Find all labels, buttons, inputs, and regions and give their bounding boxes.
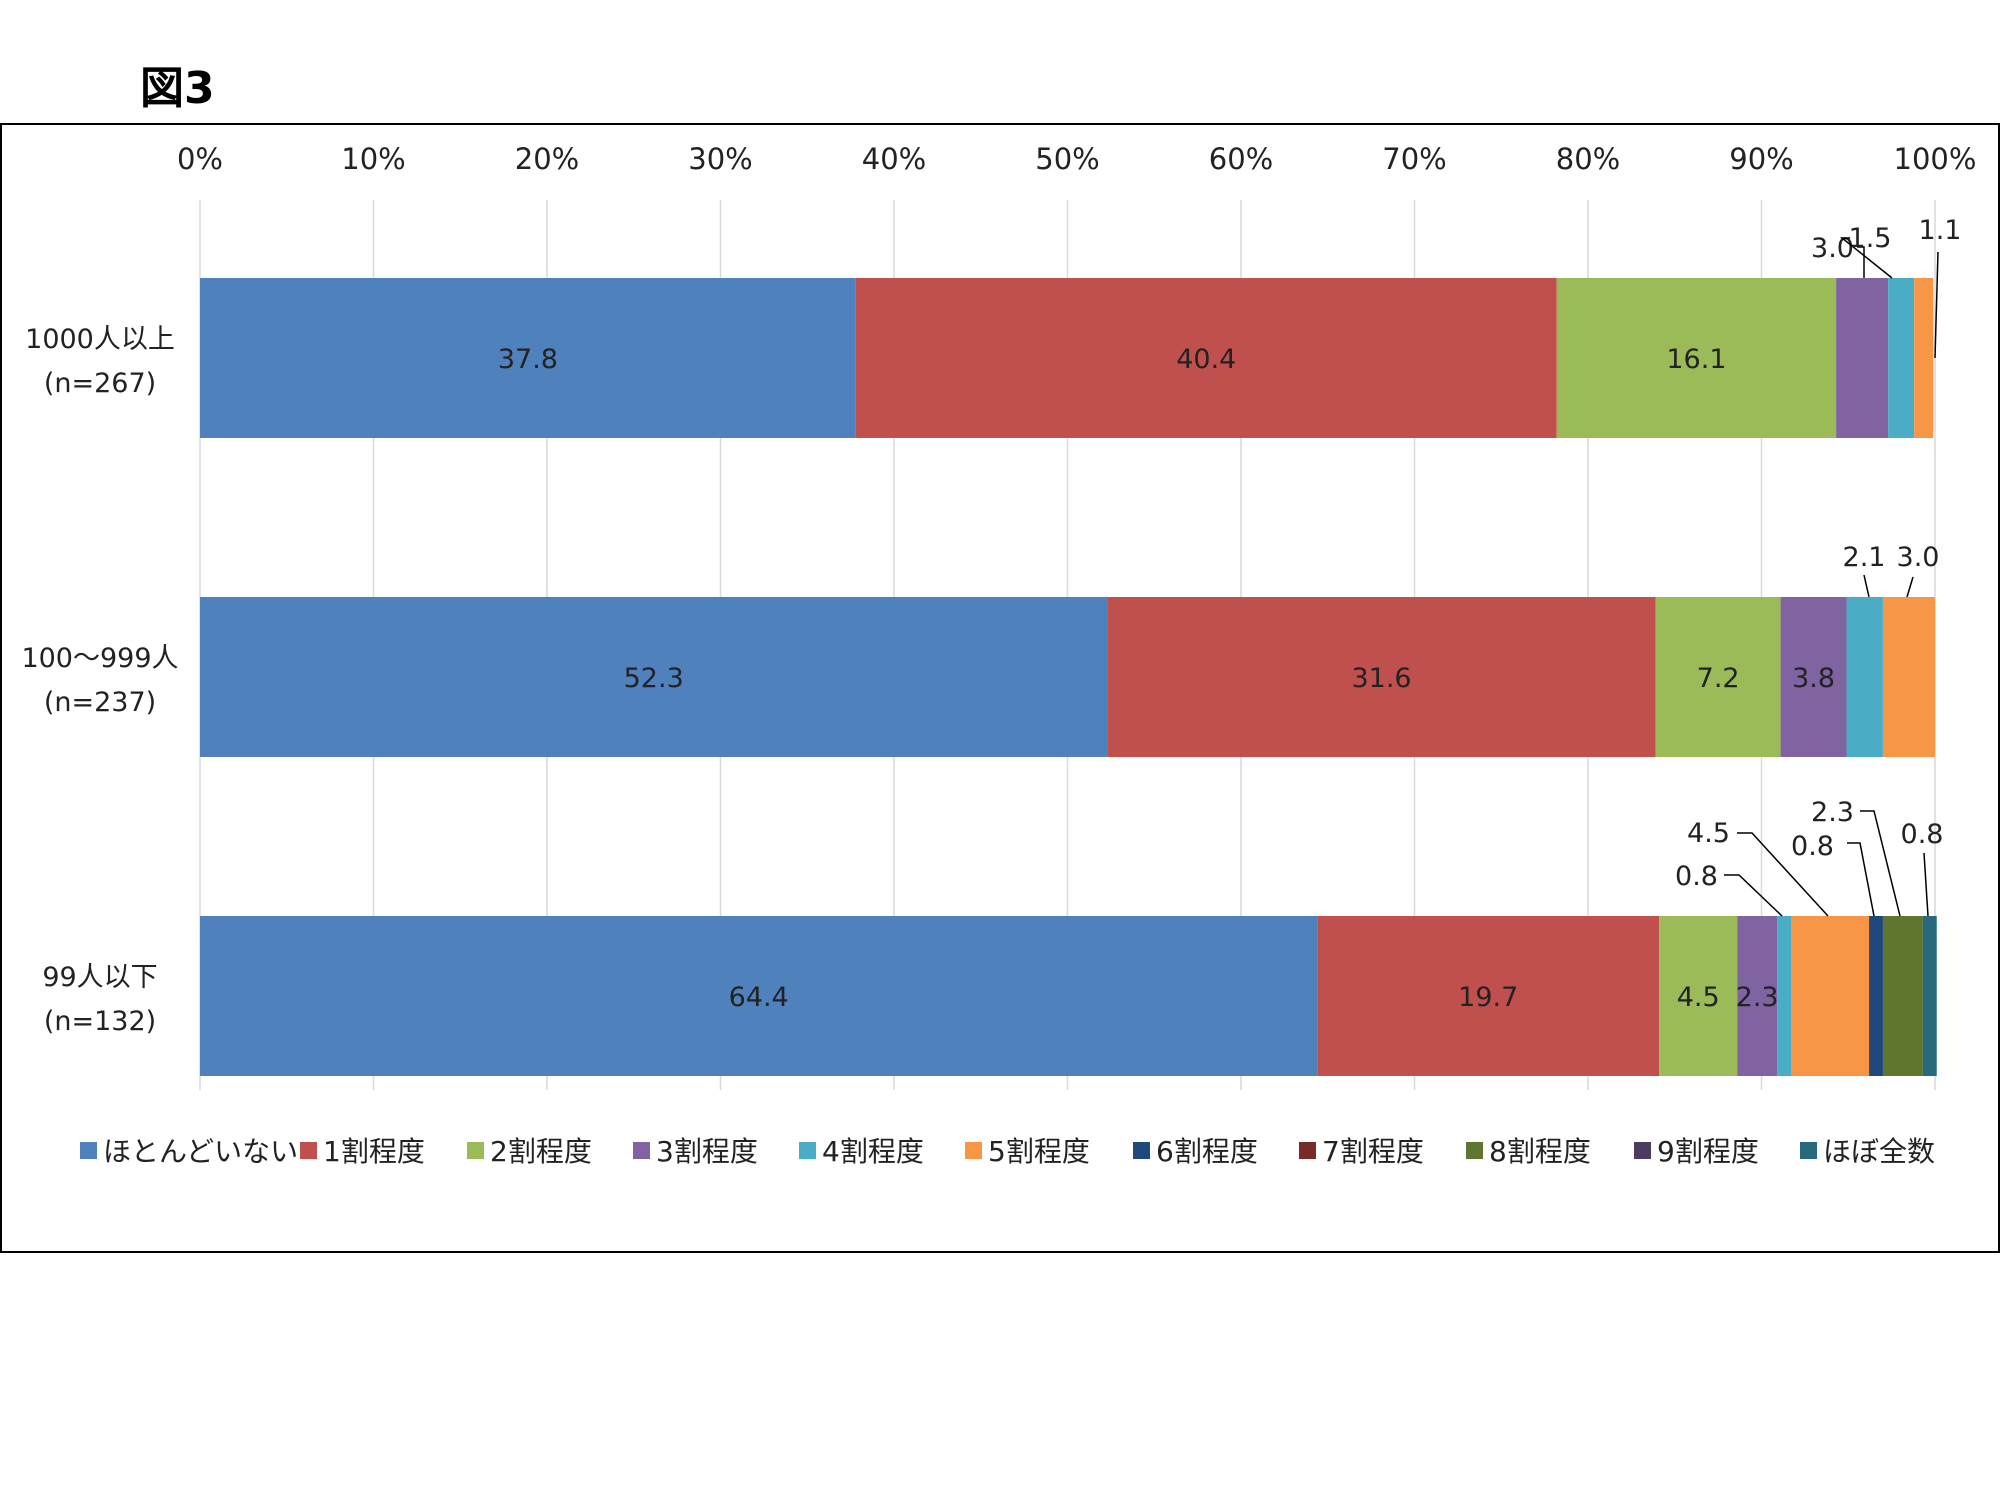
data-label: 3.0 <box>1897 542 1940 573</box>
bar-segment <box>200 916 1318 1076</box>
category-label: 1000人以上 <box>25 324 175 355</box>
legend-label: 2割程度 <box>490 1135 592 1168</box>
legend-swatch <box>80 1142 97 1159</box>
legend-label: ほとんどいない <box>103 1135 298 1168</box>
data-label: 3.8 <box>1792 663 1835 694</box>
data-label: 0.8 <box>1791 831 1834 862</box>
data-label: 64.4 <box>729 982 789 1013</box>
legend-label: 1割程度 <box>323 1135 425 1168</box>
legend-swatch <box>1133 1142 1150 1159</box>
leader-line <box>1839 237 1893 279</box>
legend-swatch <box>1299 1142 1316 1159</box>
leader-line <box>1860 810 1901 917</box>
data-label: 0.8 <box>1675 861 1718 892</box>
stacked-bar-chart: 0% 10% 20% 30% 40% 50% 60% 70% 80% 90% 100% 1000人以上… <box>21 142 1977 1168</box>
data-label: 7.2 <box>1697 663 1740 694</box>
x-tick-label: 50% <box>1035 142 1099 176</box>
leader-line <box>1737 832 1829 917</box>
legend-label: 4割程度 <box>822 1135 924 1168</box>
data-label: 2.3 <box>1736 982 1779 1013</box>
legend-label: 6割程度 <box>1156 1135 1258 1168</box>
x-tick-label: 100% <box>1894 142 1977 176</box>
data-label: 40.4 <box>1176 344 1236 375</box>
legend-label: 7割程度 <box>1322 1135 1424 1168</box>
data-label: 52.3 <box>624 663 684 694</box>
category-label: 99人以下 <box>42 962 157 993</box>
leader-line <box>1923 852 1929 917</box>
bar-segment <box>1317 916 1660 1076</box>
bar-segment <box>1780 597 1847 757</box>
category-sample-size: (n=237) <box>44 687 156 718</box>
leader-line <box>1847 842 1875 917</box>
legend-label: ほぼ全数 <box>1823 1135 1935 1168</box>
legend-label: 5割程度 <box>988 1135 1090 1168</box>
x-tick-label: 60% <box>1209 142 1273 176</box>
data-label: 4.5 <box>1687 818 1730 849</box>
bar-segment <box>1869 916 1883 1076</box>
legend-swatch <box>1800 1142 1817 1159</box>
legend-label: 3割程度 <box>656 1135 758 1168</box>
leader-line <box>1863 574 1870 598</box>
figure-title: 図3 <box>140 63 215 114</box>
x-tick-label: 10% <box>341 142 405 176</box>
category-sample-size: (n=132) <box>44 1006 156 1037</box>
bar-segment <box>1777 916 1791 1076</box>
bar-segment <box>1107 597 1656 757</box>
bar-segment <box>1882 597 1935 757</box>
bar-segment <box>1556 278 1837 438</box>
category-label: 100～999人 <box>21 643 178 674</box>
bar-segment <box>1846 597 1883 757</box>
category-sample-size: (n=267) <box>44 368 156 399</box>
bar-segment <box>1790 916 1870 1076</box>
leader-line <box>1724 874 1783 917</box>
data-label: 2.1 <box>1843 542 1886 573</box>
legend-swatch <box>300 1142 317 1159</box>
bar-segment <box>1882 916 1923 1076</box>
x-tick-label: 80% <box>1556 142 1620 176</box>
data-label: 16.1 <box>1666 344 1726 375</box>
chart-frame: 0% 10% 20% 30% 40% 50% 60% 70% 80% 90% 100% 1000人以上… <box>0 123 2000 1253</box>
legend-label: 9割程度 <box>1657 1135 1759 1168</box>
x-tick-label: 0% <box>177 142 223 176</box>
bar-segment <box>200 597 1108 757</box>
x-tick-label: 30% <box>688 142 752 176</box>
bar-segment <box>1659 916 1738 1076</box>
bar-segment <box>1836 278 1889 438</box>
data-label: 1.1 <box>1919 215 1962 246</box>
x-tick-label: 40% <box>862 142 926 176</box>
data-label: 0.8 <box>1901 819 1944 850</box>
leader-line <box>1934 251 1939 359</box>
legend-swatch <box>633 1142 650 1159</box>
data-label: 19.7 <box>1458 982 1518 1013</box>
bar-segment <box>1922 916 1937 1076</box>
leader-line <box>1906 576 1914 598</box>
legend-swatch <box>799 1142 816 1159</box>
data-label: 1.5 <box>1849 223 1892 254</box>
x-tick-label: 70% <box>1382 142 1446 176</box>
x-tick-label: 20% <box>515 142 579 176</box>
bar-segment <box>1655 597 1781 757</box>
bar-segment <box>200 278 856 438</box>
data-label: 2.3 <box>1811 797 1854 828</box>
data-label: 37.8 <box>498 344 558 375</box>
bar-segment <box>1914 278 1934 438</box>
legend-swatch <box>965 1142 982 1159</box>
x-tick-label: 90% <box>1729 142 1793 176</box>
data-label: 31.6 <box>1351 663 1411 694</box>
legend-label: 8割程度 <box>1489 1135 1591 1168</box>
legend-swatch <box>1634 1142 1651 1159</box>
bar-segment <box>1888 278 1915 438</box>
bar-segment <box>855 278 1557 438</box>
legend-swatch <box>467 1142 484 1159</box>
legend-swatch <box>1466 1142 1483 1159</box>
bar-segment <box>1737 916 1778 1076</box>
leader-line <box>1857 246 1865 278</box>
data-label: 4.5 <box>1677 982 1720 1013</box>
